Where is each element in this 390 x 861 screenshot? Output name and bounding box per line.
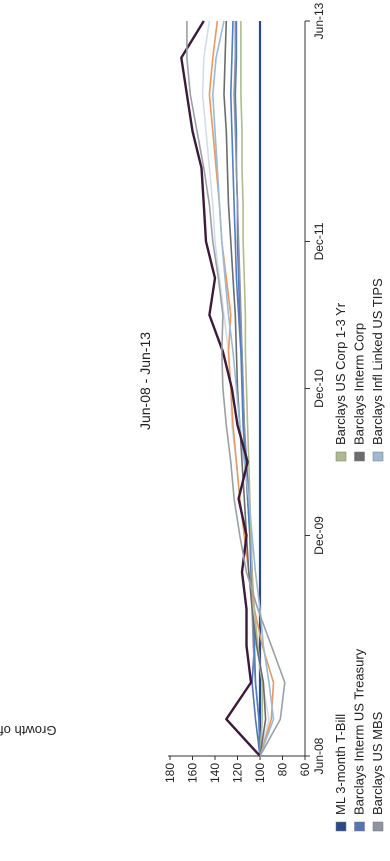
legend-label: Barclays Interm US Treasury xyxy=(352,648,367,815)
y-tick-label: 60 xyxy=(298,763,312,777)
legend-label: Barclays Infl Linked US TIPS xyxy=(370,278,385,445)
y-tick-label: 120 xyxy=(231,763,245,783)
legend-label: Barclays US MBS xyxy=(370,711,385,815)
y-tick-label: 140 xyxy=(208,763,222,783)
legend: ML 3-month T-Bill Barclays Interm US Trea… xyxy=(333,250,390,831)
legend-label: ML 3-month T-Bill xyxy=(333,714,348,815)
legend-swatch xyxy=(373,452,383,461)
y-tick-label: 80 xyxy=(276,763,290,777)
series-layer xyxy=(181,21,284,756)
y-axis-label: Growth of $100 xyxy=(0,723,56,738)
x-tick-label: Dec-11 xyxy=(312,222,326,260)
chart-title: Jun-08 - Jun-13 xyxy=(137,332,153,430)
y-tick-label: 100 xyxy=(253,763,267,783)
x-tick-label: Dec-10 xyxy=(312,369,326,408)
legend-swatch xyxy=(336,822,346,831)
legend-swatch xyxy=(355,822,365,831)
legend-label: Barclays US Corp 1-3 Yr xyxy=(333,302,348,445)
legend-swatch xyxy=(355,452,365,461)
legend-swatch xyxy=(373,822,383,831)
x-tick-label: Dec-09 xyxy=(312,516,326,555)
legend-label: Barclays Interm Corp xyxy=(352,323,367,445)
x-tick-label: Jun-13 xyxy=(312,2,326,39)
series-line xyxy=(181,21,260,756)
x-tick-label: Jun-08 xyxy=(312,737,326,774)
y-tick-label: 160 xyxy=(186,763,200,783)
axes: 60 80 100 120 140 160 180 Jun-08 Dec-09 Dec-10 Dec… xyxy=(163,2,326,783)
y-tick-label: 180 xyxy=(163,763,177,783)
legend-swatch xyxy=(336,452,346,461)
